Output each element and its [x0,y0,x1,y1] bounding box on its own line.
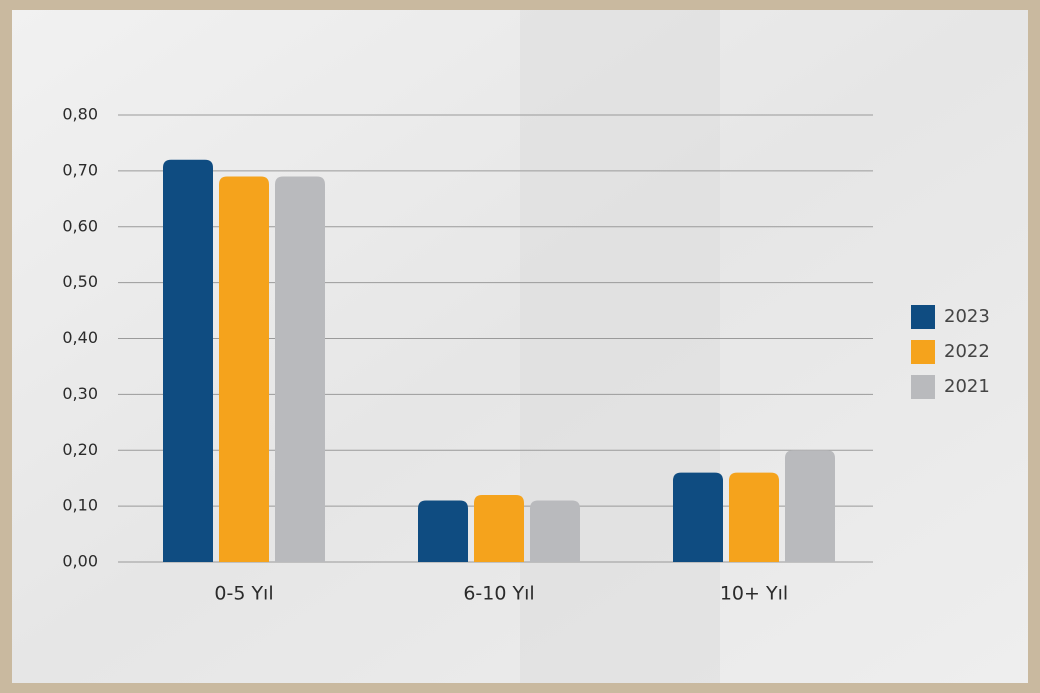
y-tick-label: 0,80 [62,105,98,124]
bar [729,472,779,562]
bar [219,176,269,562]
y-tick-label: 0,20 [62,440,98,459]
x-tick-label: 6-10 Yıl [463,583,534,605]
y-tick-label: 0,10 [62,496,98,515]
bar [673,472,723,562]
y-tick-label: 0,60 [62,216,98,235]
y-tick-label: 0,50 [62,272,98,291]
bar [418,500,468,562]
y-tick-label: 0,00 [62,552,98,571]
background-figure [520,10,720,683]
legend-label: 2022 [944,341,990,362]
bar [785,450,835,562]
bar [163,159,213,562]
legend-swatch [911,340,935,364]
x-tick-label: 10+ Yıl [720,583,788,605]
legend-label: 2023 [944,306,990,327]
bar [275,176,325,562]
bar [474,494,524,562]
x-tick-label: 0-5 Yıl [214,583,273,605]
y-tick-label: 0,70 [62,160,98,179]
legend-label: 2021 [944,376,990,397]
legend-swatch [911,375,935,399]
legend-swatch [911,305,935,329]
y-tick-label: 0,30 [62,384,98,403]
y-tick-label: 0,40 [62,328,98,347]
bar [530,500,580,562]
